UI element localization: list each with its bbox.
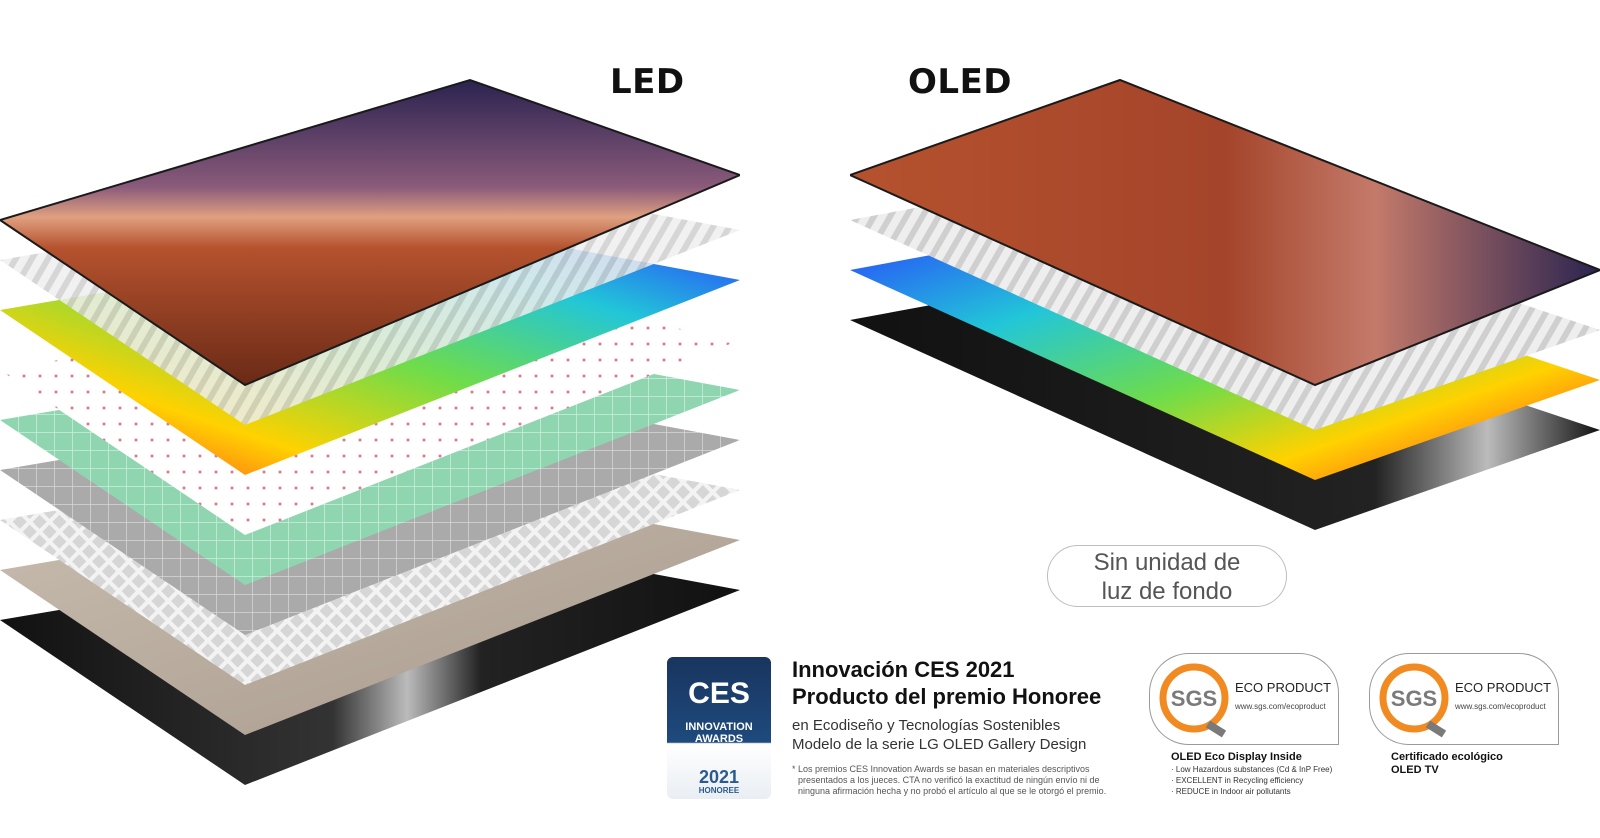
sgs-caption-2-line-1: Certificado ecológico [1391,751,1503,763]
ces-note-1: * Los premios CES Innovation Awards se b… [792,764,1090,774]
ces-note-3: ninguna afirmación hecha y no probó el a… [798,786,1107,796]
sgs-caption-1-item: · REDUCE in Indoor air pollutants [1171,787,1291,796]
ces-line-1: en Ecodiseño y Tecnologías Sostenibles [792,717,1061,734]
svg-text:SGS: SGS [1171,686,1217,711]
ces-note-2: presentados a los jueces. CTA no verific… [798,775,1100,785]
sgs-caption-1-item: · Low Hazardous substances (Cd & InP Fre… [1171,765,1333,774]
sgs-eco-product-badge-1: SGS ECO PRODUCT www.sgs.com/ecoproduct [1149,653,1339,745]
no-backlight-line-1: Sin unidad de [1093,549,1241,576]
no-backlight-line-2: luz de fondo [1101,578,1233,605]
ces-logo: CES [688,677,750,710]
ces-badge-year: 2021 [698,767,740,787]
ces-badge-line-2: AWARDS [694,733,744,745]
sgs-caption-1-item: · EXCELLENT in Recycling efficiency [1171,776,1304,785]
sgs-logo-icon: SGS [1379,663,1449,738]
ces-footnote: * Los premios CES Innovation Awards se b… [792,764,1122,797]
oled-title: OLED [908,62,1013,102]
ces-line-2: Modelo de la serie LG OLED Gallery Desig… [792,736,1087,753]
ces-award-text: Innovación CES 2021 Producto del premio … [792,656,1122,797]
ces-badge-line-1: INNOVATION [685,721,753,733]
sgs-eco-title-1: ECO PRODUCT [1235,680,1332,695]
led-title: LED [610,62,685,102]
sgs-caption-1-title: OLED Eco Display Inside [1171,751,1302,763]
ces-heading-1: Innovación CES 2021 [792,657,1015,682]
led-layer-stack-illustration [0,78,740,785]
sgs-caption-2: Certificado ecológico OLED TV [1391,751,1503,777]
ces-badge-honoree: HONOREE [698,786,740,795]
sgs-eco-title-2: ECO PRODUCT [1455,680,1552,695]
ces-heading-2: Producto del premio Honoree [792,684,1102,709]
ces-innovation-award-badge: CES INNOVATION AWARDS 2021 HONOREE [667,657,771,799]
sgs-caption-1: OLED Eco Display Inside · Low Hazardous … [1171,751,1332,797]
sgs-eco-url-1: www.sgs.com/ecoproduct [1235,702,1326,711]
svg-text:SGS: SGS [1391,686,1437,711]
sgs-eco-product-badge-2: SGS ECO PRODUCT www.sgs.com/ecoproduct [1369,653,1559,745]
sgs-caption-2-line-2: OLED TV [1391,764,1439,776]
oled-layer-stack-illustration [850,78,1600,530]
sgs-eco-url-2: www.sgs.com/ecoproduct [1455,702,1546,711]
no-backlight-badge: Sin unidad de luz de fondo [1047,545,1287,607]
sgs-logo-icon: SGS [1159,663,1229,738]
ces-badge-subtitle: INNOVATION AWARDS [667,721,771,745]
